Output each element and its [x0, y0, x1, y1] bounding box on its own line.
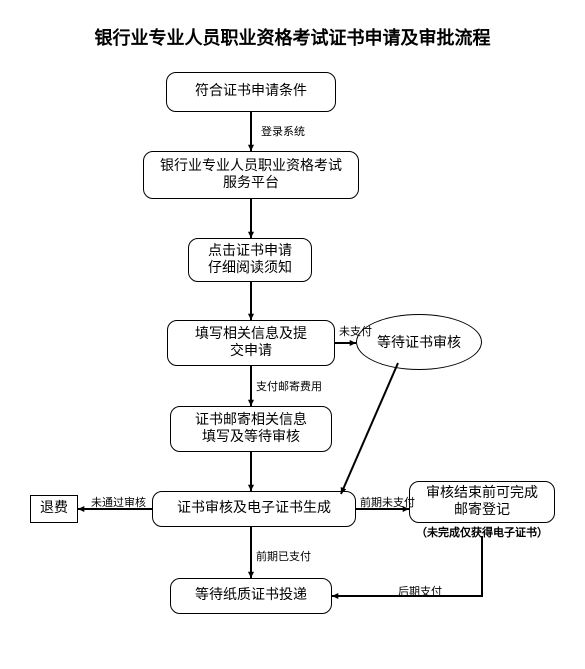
edge-reject: 未通过审核: [91, 494, 146, 510]
node-review-generate: 证书审核及电子证书生成: [152, 491, 356, 527]
flowchart-canvas: 银行业专业人员职业资格考试证书申请及审批流程 符合证书申请条件 银行业专业人员职…: [0, 0, 585, 669]
edge-prev-paid: 前期已支付: [256, 548, 311, 564]
node-platform: 银行业专业人员职业资格考试服务平台: [143, 151, 359, 199]
node-fill-info: 填写相关信息及提交申请: [167, 320, 335, 366]
edge-login: 登录系统: [261, 123, 305, 139]
node-mail-register: 审核结束前可完成邮寄登记: [409, 481, 555, 523]
edge-later-pay: 后期支付: [398, 583, 442, 599]
node-condition: 符合证书申请条件: [166, 72, 336, 112]
node-mail-info: 证书邮寄相关信息填写及等待审核: [170, 406, 332, 452]
page-title: 银行业专业人员职业资格考试证书申请及审批流程: [0, 24, 585, 50]
node-click-apply: 点击证书申请仔细阅读须知: [188, 238, 312, 282]
edge-unpaid: 未支付: [339, 323, 372, 339]
node-wait-delivery: 等待纸质证书投递: [170, 578, 332, 614]
edge-pay-postage: 支付邮寄费用: [256, 378, 322, 394]
node-wait-review: 等待证书审核: [356, 314, 482, 370]
node-refund: 退费: [30, 495, 78, 523]
edge-prev-unpaid: 前期未支付: [360, 494, 415, 510]
node-mail-register-note: （未完成仅获得电子证书）: [409, 524, 555, 540]
